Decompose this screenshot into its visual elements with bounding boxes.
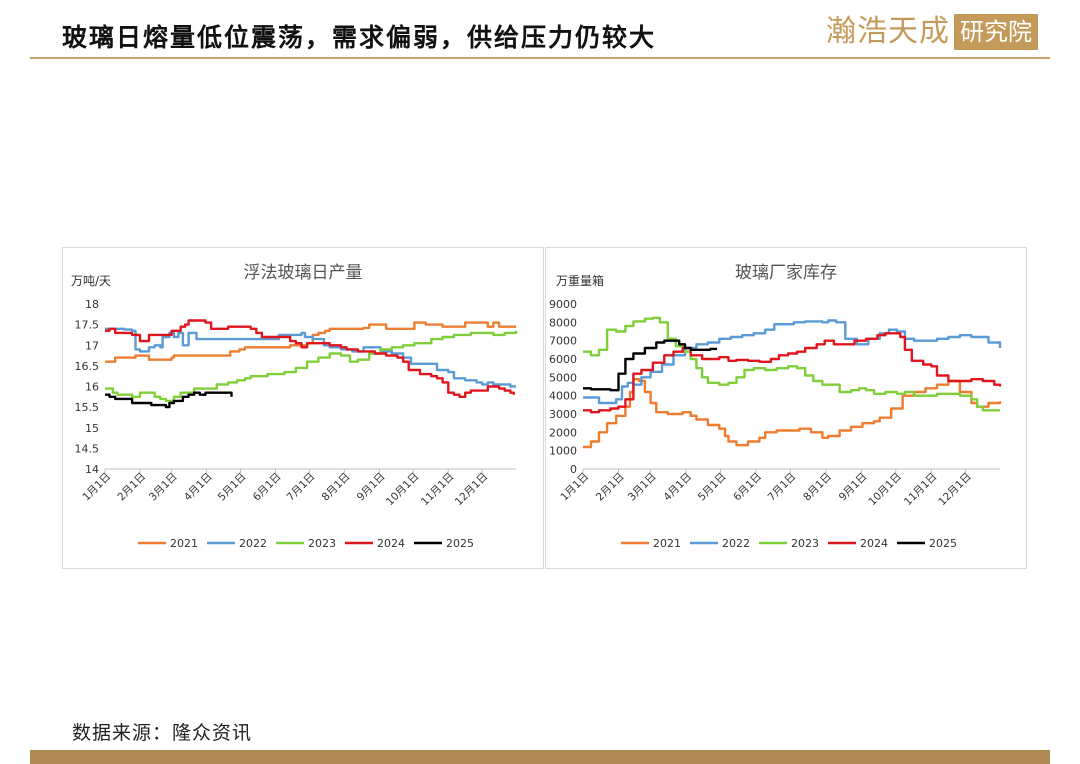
- series-line-2024: [105, 319, 515, 398]
- x-tick-label: 3月1日: [626, 471, 659, 504]
- legend-label-2024: 2024: [377, 537, 405, 550]
- legend-label-2022: 2022: [239, 537, 267, 550]
- x-tick-label: 2月1日: [594, 471, 627, 504]
- x-tick-label: 10月1日: [384, 471, 422, 509]
- title-divider: [30, 57, 1050, 59]
- legend-label-2024: 2024: [860, 537, 888, 550]
- y-tick-label: 18: [85, 298, 99, 311]
- y-tick-label: 14.5: [75, 442, 100, 455]
- x-tick-label: 10月1日: [866, 471, 904, 509]
- y-tick-label: 15: [85, 422, 99, 435]
- page-title: 玻璃日熔量低位震荡，需求偏弱，供给压力仍较大: [62, 23, 657, 52]
- y-tick-label: 16.5: [75, 360, 100, 373]
- series-line-2023: [105, 330, 518, 403]
- y-tick-label: 3000: [549, 408, 577, 421]
- daily-output-chart: 浮法玻璃日产量万吨/天1414.51515.51616.51717.5181月1…: [71, 263, 518, 550]
- legend-label-2025: 2025: [929, 537, 957, 550]
- y-tick-label: 4000: [549, 390, 577, 403]
- series-line-2021: [583, 378, 1002, 449]
- legend-label-2023: 2023: [791, 537, 819, 550]
- series-line-2024: [583, 332, 1002, 414]
- x-tick-label: 9月1日: [837, 471, 870, 504]
- y-tick-label: 0: [570, 463, 577, 476]
- series-line-2023: [583, 316, 1000, 412]
- y-tick-label: 9000: [549, 298, 577, 311]
- legend-label-2021: 2021: [653, 537, 681, 550]
- x-tick-label: 9月1日: [355, 471, 388, 504]
- legend-label-2022: 2022: [722, 537, 750, 550]
- series-line-2021: [105, 321, 516, 363]
- x-tick-label: 5月1日: [216, 471, 249, 504]
- x-tick-label: 4月1日: [182, 471, 215, 504]
- y-tick-label: 7000: [549, 335, 577, 348]
- y-tick-label: 17: [85, 339, 99, 352]
- x-tick-label: 7月1日: [285, 471, 318, 504]
- logo-text: 瀚浩天成: [826, 14, 950, 49]
- data-source-note: 数据来源：隆众资讯: [72, 722, 253, 744]
- footer-bar: [30, 750, 1050, 764]
- y-tick-label: 15.5: [75, 401, 100, 414]
- y-tick-label: 6000: [549, 353, 577, 366]
- x-tick-label: 8月1日: [801, 471, 834, 504]
- y-tick-label: 5000: [549, 371, 577, 384]
- y-tick-label: 2000: [549, 426, 577, 439]
- x-tick-label: 6月1日: [731, 471, 764, 504]
- x-tick-label: 7月1日: [766, 471, 799, 504]
- y-tick-label: 16: [85, 381, 99, 394]
- brand-logo: 瀚浩天成 研究院: [826, 12, 1038, 52]
- x-tick-label: 8月1日: [320, 471, 353, 504]
- y-axis-label: 万重量箱: [556, 273, 604, 288]
- chart-title: 玻璃厂家库存: [735, 263, 837, 283]
- series-line-2025: [105, 391, 233, 409]
- x-tick-label: 2月1日: [115, 471, 148, 504]
- chart-title: 浮法玻璃日产量: [244, 263, 363, 283]
- chart-panel-factory-inventory: 玻璃厂家库存万重量箱 0 1000 2000 3000 4000 5000 6000 7000 8…: [545, 247, 1027, 569]
- x-tick-label: 6月1日: [251, 471, 284, 504]
- series-line-2025: [583, 339, 717, 392]
- series-line-2022: [583, 319, 1002, 405]
- x-tick-label: 5月1日: [696, 471, 729, 504]
- legend-label-2025: 2025: [446, 537, 474, 550]
- y-tick-label: 8000: [549, 316, 577, 329]
- x-tick-label: 11月1日: [902, 471, 940, 509]
- y-tick-label: 17.5: [75, 319, 100, 332]
- x-tick-label: 4月1日: [661, 471, 694, 504]
- legend-label-2023: 2023: [308, 537, 336, 550]
- logo-box: 研究院: [954, 14, 1038, 50]
- y-tick-label: 14: [85, 463, 99, 476]
- x-tick-label: 11月1日: [419, 471, 457, 509]
- x-tick-label: 3月1日: [147, 471, 180, 504]
- y-tick-label: 1000: [549, 445, 577, 458]
- legend-label-2021: 2021: [170, 537, 198, 550]
- y-axis-label: 万吨/天: [71, 274, 111, 288]
- chart-panel-daily-output: 浮法玻璃日产量 万吨/天 14 14.5 15 15.5 16 16.5 17 17.5 18 1月1…: [62, 247, 544, 569]
- x-tick-label: 12月1日: [453, 471, 491, 509]
- x-tick-label: 12月1日: [936, 471, 974, 509]
- series-line-2022: [105, 327, 516, 388]
